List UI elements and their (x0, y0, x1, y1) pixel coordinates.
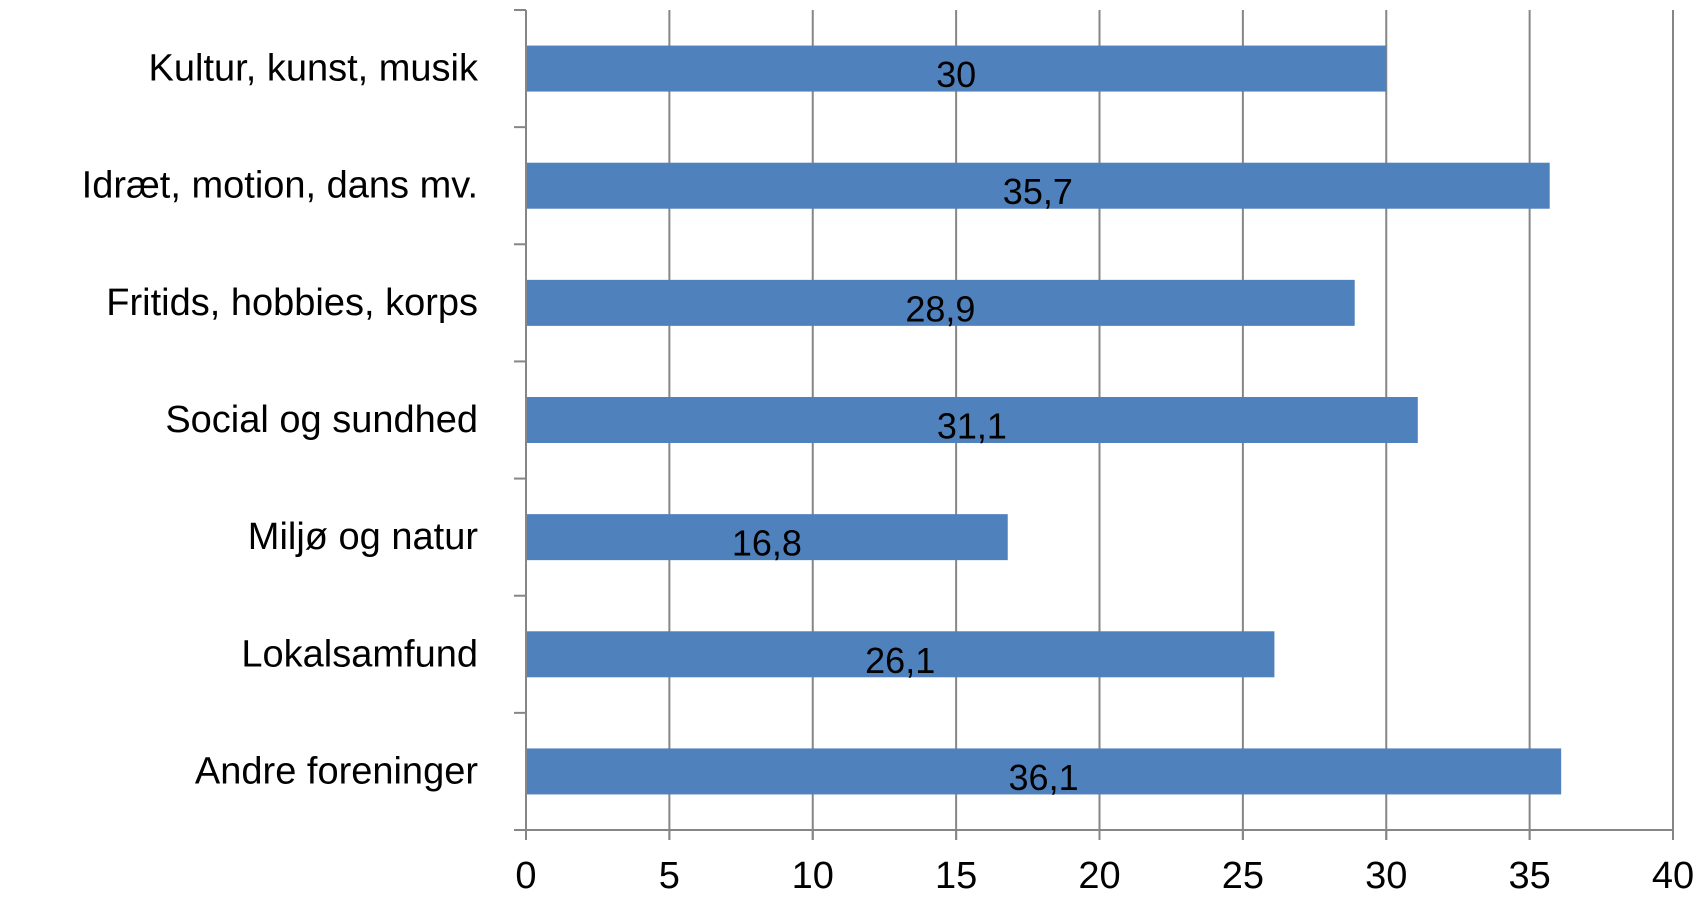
x-tick-label-25: 25 (1222, 855, 1264, 897)
x-tick-label-30: 30 (1365, 855, 1407, 897)
bar-3 (526, 397, 1418, 443)
category-label-0: Kultur, kunst, musik (149, 48, 479, 90)
category-label-2: Fritids, hobbies, korps (106, 282, 478, 324)
x-tick-label-20: 20 (1078, 855, 1120, 897)
category-label-3: Social og sundhed (165, 399, 478, 441)
category-label-1: Idræt, motion, dans mv. (82, 165, 478, 207)
data-label-4: 16,8 (732, 523, 802, 564)
category-label-6: Andre foreninger (195, 750, 478, 792)
bar-2 (526, 279, 1355, 326)
category-label-5: Lokalsamfund (241, 633, 478, 675)
bar-4 (526, 514, 1008, 561)
data-label-1: 35,7 (1003, 171, 1073, 212)
bar-5 (526, 631, 1275, 678)
x-tick-label-10: 10 (792, 855, 834, 897)
data-label-6: 36,1 (1009, 757, 1079, 798)
x-tick-label-35: 35 (1508, 855, 1550, 897)
x-tick-label-5: 5 (659, 855, 680, 897)
bar-6 (526, 748, 1562, 795)
axes (514, 9, 1674, 840)
data-label-5: 26,1 (865, 640, 935, 681)
bar-0 (526, 45, 1387, 92)
bar-1 (526, 162, 1550, 209)
data-label-2: 28,9 (905, 288, 975, 329)
x-tick-label-40: 40 (1652, 855, 1694, 897)
category-label-4: Miljø og natur (248, 516, 479, 558)
x-tick-label-0: 0 (515, 855, 536, 897)
data-label-3: 31,1 (937, 406, 1007, 447)
x-tick-label-15: 15 (935, 855, 977, 897)
bars (526, 45, 1562, 795)
labels: Kultur, kunst, musik Idræt, motion, dans … (82, 48, 1694, 897)
data-label-0: 30 (936, 54, 976, 95)
